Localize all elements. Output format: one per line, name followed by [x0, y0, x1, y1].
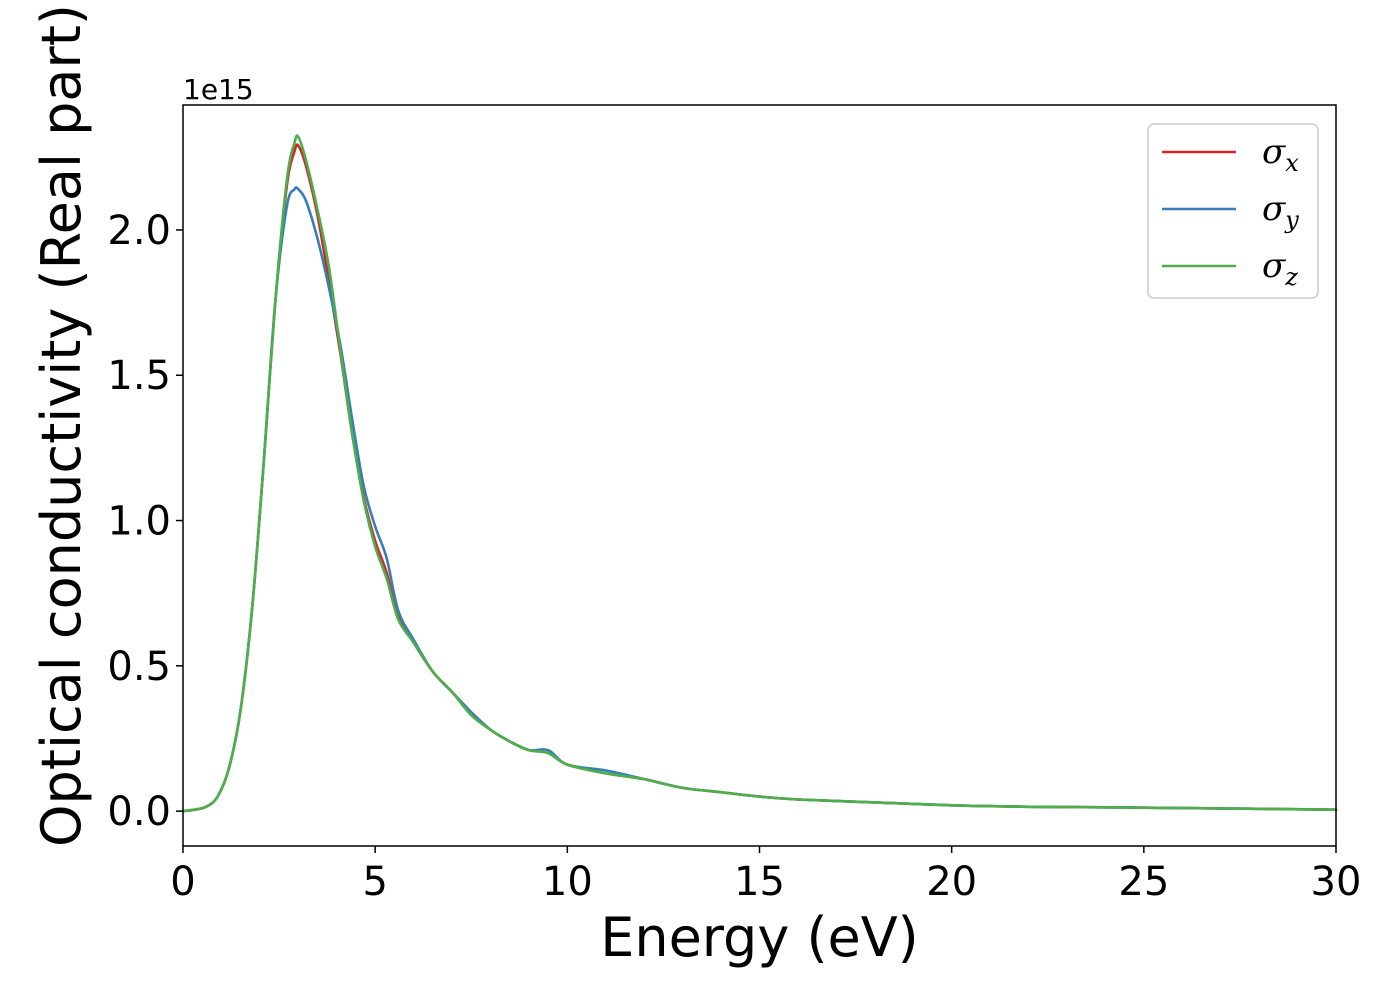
y-axis-offset-label: 1e15: [183, 73, 254, 106]
series-line-z: [181, 134, 1338, 813]
y-tick-label: 2.0: [107, 208, 171, 254]
legend-label-x: σx: [1262, 132, 1299, 177]
x-tick-label: 25: [1118, 859, 1169, 905]
y-axis-title: Optical conductivity (Real part): [30, 4, 93, 847]
y-tick-label: 0.0: [107, 789, 171, 835]
x-tick-label: 20: [926, 859, 977, 905]
x-tick-label: 10: [542, 859, 593, 905]
legend-label-base: σ: [1262, 189, 1286, 229]
x-tick-label: 15: [734, 859, 785, 905]
y-tick-label: 0.5: [107, 644, 171, 690]
legend-box: [1147, 123, 1319, 299]
legend-label-subscript: y: [1284, 206, 1299, 234]
x-tick-label: 30: [1311, 859, 1362, 905]
x-tick-label: 0: [170, 859, 195, 905]
x-axis-ticks: 0 5 10 15 20 25 30: [170, 846, 1361, 905]
y-axis-ticks: 0.0 0.5 1.0 1.5 2.0: [107, 208, 183, 835]
y-tick-label: 1.0: [107, 499, 171, 545]
legend-label-base: σ: [1262, 246, 1286, 286]
legend-label-subscript: z: [1284, 263, 1298, 291]
series-layer: [181, 134, 1338, 813]
x-axis-title: Energy (eV): [600, 906, 919, 969]
legend-label-base: σ: [1262, 132, 1286, 172]
legend-label-z: σz: [1262, 246, 1298, 291]
legend-label-subscript: x: [1285, 149, 1299, 177]
y-tick-label: 1.5: [107, 353, 171, 399]
x-tick-label: 5: [362, 859, 387, 905]
legend-label-y: σy: [1262, 189, 1299, 234]
